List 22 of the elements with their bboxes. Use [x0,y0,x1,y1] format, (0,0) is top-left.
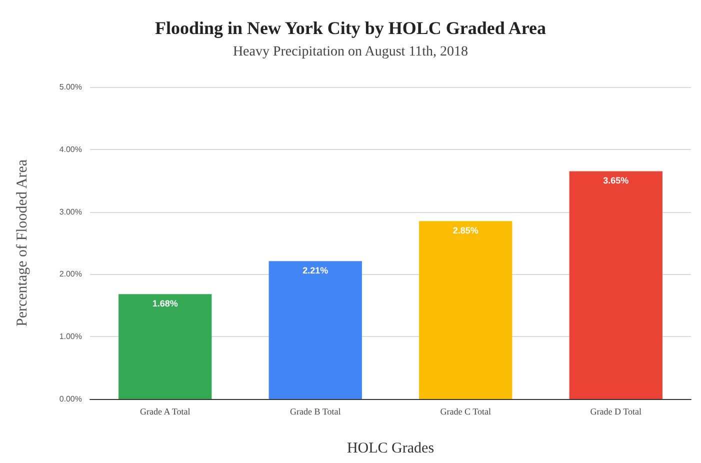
y-tick-label: 4.00% [59,144,82,154]
y-tick-label: 0.00% [59,394,82,404]
x-tick-label: Grade C Total [440,406,492,416]
bar [118,294,212,399]
x-tick-label: Grade A Total [140,406,191,416]
bar [419,221,512,399]
y-tick-label: 3.00% [59,207,82,216]
chart-subtitle: Heavy Precipitation on August 11th, 2018 [232,44,468,60]
y-axis-title: Percentage of Flooded Area [14,159,30,327]
x-tick-label: Grade B Total [290,406,342,416]
data-label: 2.21% [302,266,328,276]
bar [569,171,662,399]
x-tick-label: Grade D Total [590,406,642,416]
y-tick-label: 5.00% [59,82,82,92]
chart-title: Flooding in New York City by HOLC Graded Area [154,18,546,38]
data-label: 2.85% [452,226,478,236]
data-label: 1.68% [152,298,178,309]
data-label: 3.65% [603,176,629,186]
y-tick-label: 1.00% [59,332,82,342]
y-tick-label: 2.00% [59,270,82,279]
x-axis-title: HOLC Grades [346,440,434,456]
bar [268,261,362,399]
